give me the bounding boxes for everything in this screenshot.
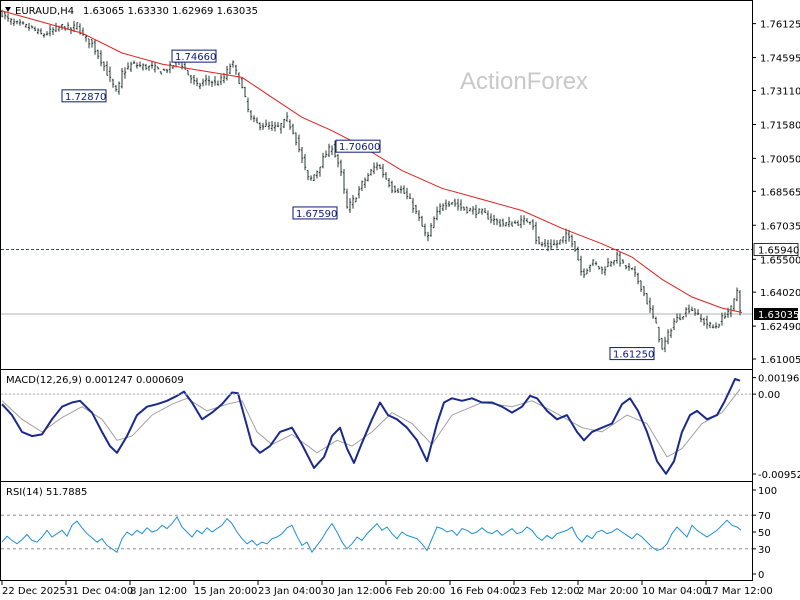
price-candles bbox=[0, 9, 742, 353]
ohlc-values: 1.63065 1.63330 1.62969 1.63035 bbox=[83, 6, 258, 17]
macd-panel bbox=[0, 369, 753, 482]
time-tick-label: 8 Jan 12:00 bbox=[130, 586, 187, 597]
time-tick-label: 23 Jan 04:00 bbox=[258, 586, 321, 597]
annotation-box bbox=[171, 49, 217, 63]
macd-main-line bbox=[1, 378, 741, 475]
time-tick-label: 6 Feb 20:00 bbox=[386, 586, 445, 597]
rsi-tick-label: 100 bbox=[758, 486, 777, 497]
rsi-tick-label: 70 bbox=[758, 511, 771, 522]
annotation-label: 1.74660 bbox=[175, 52, 216, 63]
collapse-triangle-icon[interactable] bbox=[5, 7, 11, 12]
time-tick-label: 31 Dec 04:00 bbox=[66, 586, 133, 597]
macd-tick-label: -0.009528 bbox=[758, 470, 800, 481]
time-tick-label: 23 Feb 12:00 bbox=[514, 586, 580, 597]
annotation-label: 1.67590 bbox=[296, 209, 337, 220]
ma-line bbox=[1, 10, 743, 313]
annotation-box bbox=[292, 206, 338, 220]
price-annotations: 1.74660 1.72870 1.70600 1.67590 1.61250 bbox=[61, 49, 655, 361]
annotation-box bbox=[335, 139, 381, 153]
current-price-label: 1.63035 bbox=[758, 310, 799, 321]
rsi-tick-label: 50 bbox=[758, 528, 771, 539]
watermark: ActionForex bbox=[460, 68, 588, 95]
time-tick-label: 16 Feb 04:00 bbox=[450, 586, 516, 597]
price-tick-label: 1.64020 bbox=[760, 288, 800, 299]
level-tag bbox=[753, 243, 799, 256]
price-tick-label: 1.76125 bbox=[760, 20, 800, 31]
time-tick-label: 17 Mar 12:00 bbox=[706, 586, 773, 597]
rsi-axis: 100 70 50 30 0 bbox=[1, 486, 777, 581]
annotation-label: 1.70600 bbox=[339, 142, 380, 153]
rsi-tick-label: 0 bbox=[758, 570, 764, 581]
price-tick-label: 1.68565 bbox=[760, 187, 800, 198]
time-axis: 22 Dec 2025 31 Dec 04:008 Jan 12:00 15 Jan… bbox=[1, 581, 773, 597]
price-tick-label: 1.65500 bbox=[760, 255, 800, 266]
annotation-label: 1.61250 bbox=[613, 350, 654, 361]
price-tick-label: 1.71580 bbox=[760, 120, 800, 131]
price-axis: 1.76125 1.74595 1.73110 1.71580 1.70050 1.685… bbox=[752, 20, 800, 366]
macd-lines bbox=[1, 378, 741, 475]
time-tick-label: 22 Dec 2025 bbox=[2, 586, 66, 597]
price-tick-label: 1.74595 bbox=[760, 54, 800, 65]
price-tick-label: 1.62490 bbox=[760, 322, 800, 333]
price-panel bbox=[0, 0, 753, 370]
symbol-label: EURAUD,H4 bbox=[15, 6, 74, 17]
annotation-label: 1.72870 bbox=[65, 92, 106, 103]
moving-average bbox=[1, 10, 743, 313]
price-grid bbox=[1, 249, 752, 315]
time-tick-label: 10 Mar 04:00 bbox=[642, 586, 709, 597]
rsi-title: RSI(14) 51.7885 bbox=[6, 487, 87, 498]
macd-title: MACD(12,26,9) 0.001247 0.000609 bbox=[6, 375, 184, 386]
time-tick-label: 15 Jan 20:00 bbox=[194, 586, 257, 597]
macd-tick-label: 0.00 bbox=[758, 390, 780, 401]
time-tick-label: 30 Jan 12:00 bbox=[322, 586, 385, 597]
price-tick-label: 1.67035 bbox=[760, 221, 800, 232]
price-tick-label: 1.73110 bbox=[760, 87, 800, 98]
rsi-panel bbox=[0, 481, 753, 581]
rsi-lines bbox=[1, 515, 742, 554]
macd-axis: 0.001969 0.00 -0.009528 bbox=[1, 374, 800, 481]
annotation-box bbox=[61, 89, 107, 103]
rsi-line bbox=[1, 515, 742, 554]
annotation-box bbox=[609, 347, 655, 361]
macd-tick-label: 0.001969 bbox=[758, 374, 800, 385]
price-tick-label: 1.70050 bbox=[760, 154, 800, 165]
price-tick-label: 1.61005 bbox=[760, 355, 800, 366]
rsi-tick-label: 30 bbox=[758, 545, 771, 556]
time-tick-label: 2 Mar 20:00 bbox=[578, 586, 638, 597]
level-label: 1.65940 bbox=[758, 246, 799, 257]
current-price-tag bbox=[754, 307, 798, 320]
